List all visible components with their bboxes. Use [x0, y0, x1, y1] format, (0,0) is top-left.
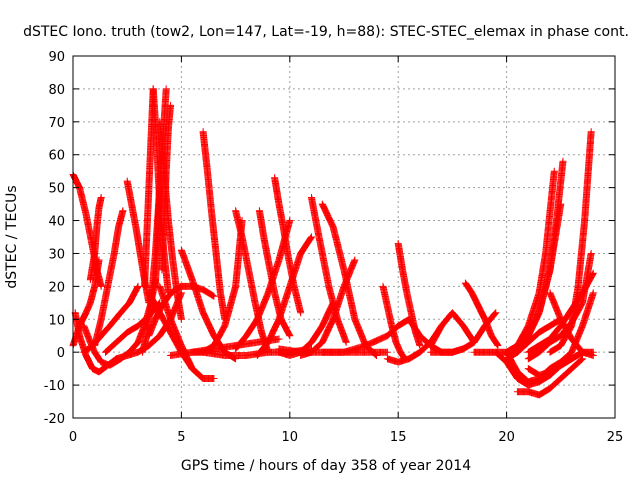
- x-tick-label: 0: [69, 430, 77, 445]
- y-tick-label: -20: [44, 412, 65, 427]
- data-series: [158, 101, 175, 274]
- data-point-markers: [232, 207, 272, 356]
- x-axis-label: GPS time / hours of day 358 of year 2014: [181, 458, 471, 474]
- data-point-markers: [503, 315, 565, 363]
- data-points: [69, 85, 597, 399]
- data-series: [156, 282, 218, 382]
- data-series: [427, 309, 500, 356]
- data-series: [461, 279, 502, 350]
- y-axis-label: dSTEC / TECUs: [4, 185, 20, 288]
- x-tick-label: 25: [607, 430, 624, 445]
- data-point-markers: [271, 174, 305, 317]
- chart-title: dSTEC Iono. truth (tow2, Lon=147, Lat=-1…: [23, 24, 629, 40]
- data-series: [379, 282, 409, 363]
- data-point-markers: [158, 101, 175, 274]
- data-point-markers: [379, 282, 409, 363]
- data-point-markers: [513, 355, 586, 399]
- x-tick-label: 20: [498, 430, 515, 445]
- data-point-markers: [86, 194, 105, 284]
- data-point-markers: [461, 279, 502, 350]
- y-tick-label: 30: [48, 247, 65, 262]
- data-point-markers: [427, 309, 500, 356]
- data-series: [271, 174, 305, 317]
- data-series: [86, 194, 105, 284]
- data-point-markers: [156, 282, 218, 382]
- plot-frame: [72, 55, 616, 419]
- data-point-markers: [427, 309, 478, 350]
- data-point-markers: [199, 128, 229, 323]
- x-tick-label: 15: [390, 430, 407, 445]
- y-tick-label: 20: [48, 280, 65, 295]
- y-tick-label: 70: [48, 116, 65, 131]
- data-point-markers: [91, 207, 127, 350]
- data-series: [232, 207, 272, 356]
- data-series: [91, 207, 127, 350]
- data-series: [513, 355, 586, 399]
- y-tick-label: 10: [48, 313, 65, 328]
- y-tick-label: 40: [48, 215, 65, 230]
- y-tick-label: 60: [48, 149, 65, 164]
- y-tick-label: 0: [57, 346, 65, 361]
- y-tick-label: 90: [48, 50, 65, 65]
- data-series: [503, 167, 558, 356]
- data-series: [557, 289, 597, 366]
- axis-ticks: -20 -10 0 10 20 30 40 50 60 70 80 90 0 5 10 15 20 25: [44, 50, 624, 445]
- data-series: [427, 309, 478, 350]
- data-series: [199, 128, 229, 323]
- y-tick-label: -10: [44, 379, 65, 394]
- y-tick-label: 50: [48, 182, 65, 197]
- x-tick-label: 10: [282, 430, 299, 445]
- data-series: [503, 315, 565, 363]
- data-point-markers: [557, 289, 597, 366]
- data-point-markers: [503, 167, 558, 356]
- y-tick-label: 80: [48, 83, 65, 98]
- x-tick-label: 5: [177, 430, 185, 445]
